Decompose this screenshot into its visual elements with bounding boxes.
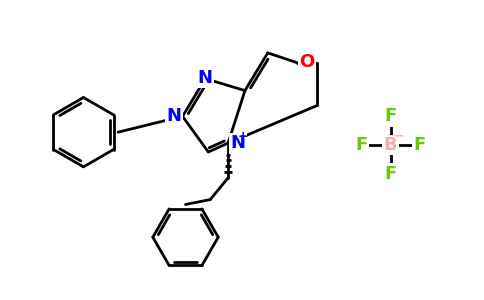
Text: N: N (166, 107, 182, 125)
Text: B: B (384, 136, 397, 154)
Text: N: N (230, 134, 245, 152)
Text: N: N (198, 69, 213, 87)
Text: F: F (384, 107, 397, 125)
Text: F: F (356, 136, 368, 154)
Text: F: F (384, 165, 397, 183)
Text: O: O (300, 53, 315, 71)
Text: F: F (413, 136, 425, 154)
Text: −: − (393, 130, 404, 142)
Text: +: + (238, 130, 248, 142)
